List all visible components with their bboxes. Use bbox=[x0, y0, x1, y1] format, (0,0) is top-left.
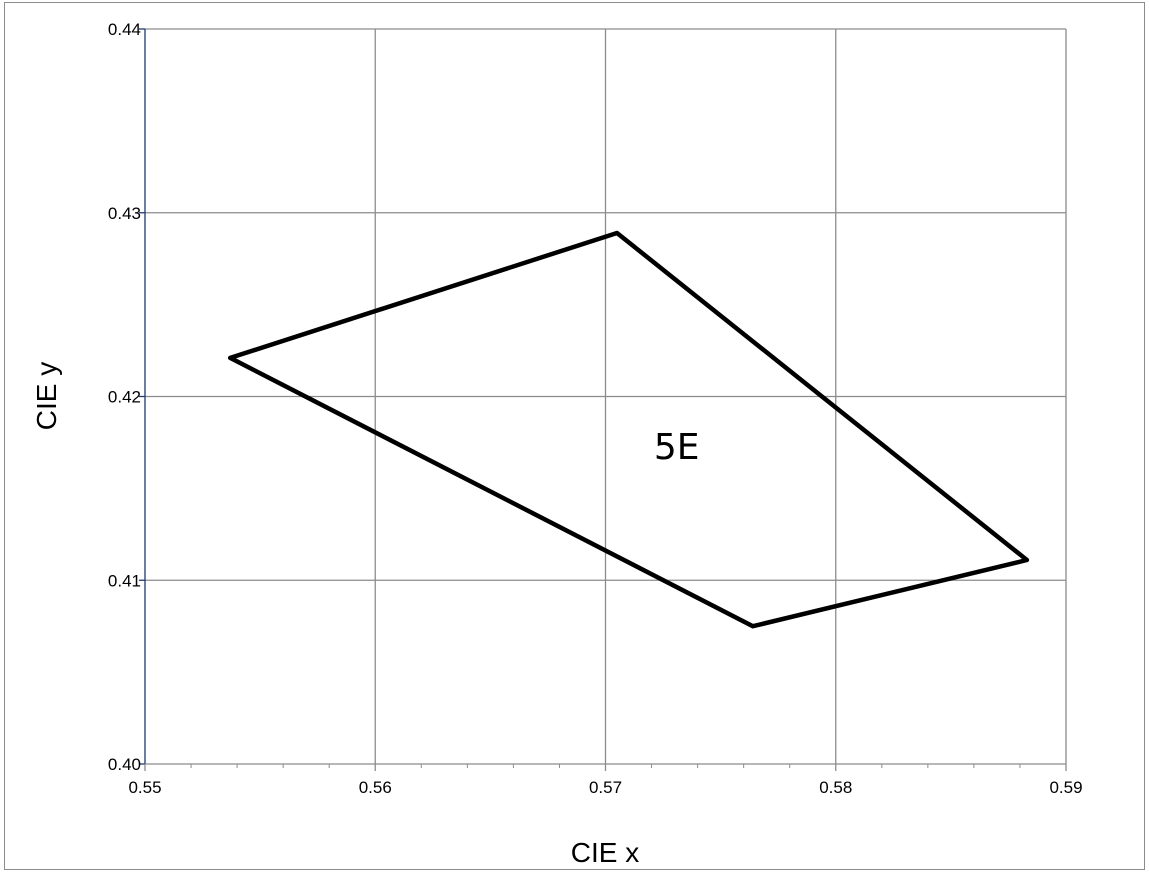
x-tick-label: 0.58 bbox=[819, 778, 852, 797]
y-tick-label: 0.41 bbox=[108, 571, 141, 590]
x-tick-label: 0.59 bbox=[1049, 778, 1082, 797]
gridlines bbox=[145, 28, 1067, 764]
y-tick-label: 0.43 bbox=[108, 204, 141, 223]
y-axis-title: CIE y bbox=[31, 362, 62, 430]
tick-labels: 0.55 0.56 0.57 0.58 0.59 0.40 0.41 0.42 0.43 0.44 bbox=[108, 20, 1083, 797]
annotations: 5E bbox=[654, 427, 700, 468]
y-tick-label: 0.40 bbox=[108, 755, 141, 774]
region-label-annotation: 5E bbox=[654, 427, 700, 468]
chart-frame bbox=[4, 2, 1145, 870]
x-tick-label: 0.55 bbox=[128, 778, 161, 797]
series-outline bbox=[227, 230, 1030, 629]
y-tick-label: 0.44 bbox=[108, 20, 141, 39]
x-axis-title: CIE x bbox=[571, 837, 639, 868]
y-tick-label: 0.42 bbox=[108, 388, 141, 407]
x-tick-label: 0.57 bbox=[589, 778, 622, 797]
axes bbox=[139, 28, 1067, 771]
x-tick-label: 0.56 bbox=[359, 778, 392, 797]
series bbox=[227, 230, 1030, 629]
